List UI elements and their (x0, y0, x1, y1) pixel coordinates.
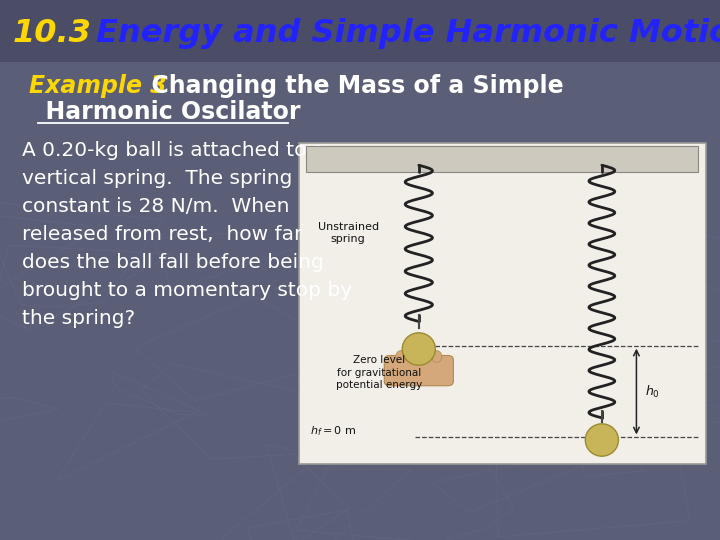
Text: Example 3: Example 3 (29, 75, 166, 98)
Bar (299, 143, 706, 464)
FancyBboxPatch shape (384, 355, 454, 386)
Text: Changing the Mass of a Simple: Changing the Mass of a Simple (135, 75, 564, 98)
Text: $h_f = 0$ m: $h_f = 0$ m (310, 424, 356, 438)
Ellipse shape (408, 350, 418, 362)
Text: Energy and Simple Harmonic Motion: Energy and Simple Harmonic Motion (85, 18, 720, 49)
Text: $h_0$: $h_0$ (645, 383, 660, 400)
Text: Unstrained
spring: Unstrained spring (318, 222, 379, 244)
Ellipse shape (396, 350, 406, 362)
Text: Zero level
for gravitational
potential energy: Zero level for gravitational potential e… (336, 355, 423, 390)
Text: A 0.20-kg ball is attached to a
vertical spring.  The spring
constant is 28 N/m.: A 0.20-kg ball is attached to a vertical… (22, 141, 352, 328)
Ellipse shape (402, 333, 436, 365)
Ellipse shape (585, 424, 618, 456)
Text: Harmonic Oscilator: Harmonic Oscilator (29, 100, 300, 124)
Bar (306, 146, 698, 172)
Ellipse shape (420, 350, 430, 362)
Text: 10.3: 10.3 (13, 18, 92, 49)
Ellipse shape (432, 350, 442, 362)
Bar (0, 0, 720, 62)
